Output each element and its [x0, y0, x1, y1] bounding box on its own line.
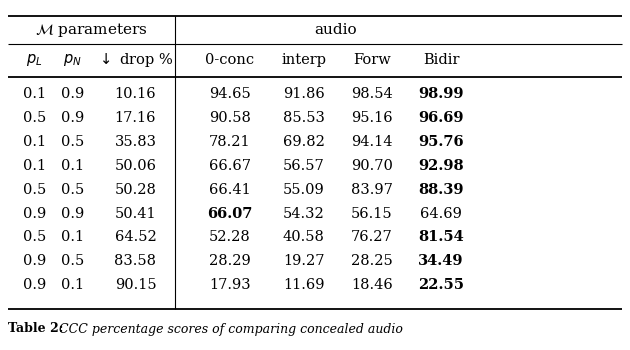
Text: 66.41: 66.41: [209, 183, 251, 197]
Text: $\mathcal{M}$ parameters: $\mathcal{M}$ parameters: [35, 21, 148, 39]
Text: 22.55: 22.55: [418, 278, 464, 292]
Text: Forw: Forw: [353, 53, 391, 67]
Text: 11.69: 11.69: [283, 278, 324, 292]
Text: $p_N$: $p_N$: [63, 52, 82, 68]
Text: 34.49: 34.49: [418, 254, 464, 268]
Text: 0.9: 0.9: [23, 254, 46, 268]
Text: 56.57: 56.57: [283, 159, 324, 173]
Text: 0-conc: 0-conc: [205, 53, 255, 67]
Text: 19.27: 19.27: [283, 254, 324, 268]
Text: 0.9: 0.9: [23, 278, 46, 292]
Text: 0.5: 0.5: [23, 183, 46, 197]
Text: Bidir: Bidir: [423, 53, 459, 67]
Text: 66.07: 66.07: [207, 206, 253, 220]
Text: $p_L$: $p_L$: [26, 52, 43, 68]
Text: 55.09: 55.09: [283, 183, 324, 197]
Text: 0.1: 0.1: [23, 135, 46, 149]
Text: 28.29: 28.29: [209, 254, 251, 268]
Text: 0.9: 0.9: [61, 88, 84, 102]
Text: 18.46: 18.46: [351, 278, 392, 292]
Text: 0.1: 0.1: [23, 88, 46, 102]
Text: 0.5: 0.5: [23, 111, 46, 125]
Text: 96.69: 96.69: [418, 111, 464, 125]
Text: 83.97: 83.97: [351, 183, 392, 197]
Text: 35.83: 35.83: [115, 135, 156, 149]
Text: 64.52: 64.52: [115, 230, 156, 244]
Text: 0.1: 0.1: [61, 230, 84, 244]
Text: 0.5: 0.5: [61, 135, 84, 149]
Text: 94.65: 94.65: [209, 88, 251, 102]
Text: 94.14: 94.14: [351, 135, 392, 149]
Text: 17.93: 17.93: [209, 278, 251, 292]
Text: 0.5: 0.5: [23, 230, 46, 244]
Text: 95.76: 95.76: [418, 135, 464, 149]
Text: 85.53: 85.53: [283, 111, 324, 125]
Text: 0.5: 0.5: [61, 183, 84, 197]
Text: 0.1: 0.1: [61, 159, 84, 173]
Text: 0.5: 0.5: [61, 254, 84, 268]
Text: 0.9: 0.9: [23, 206, 46, 220]
Text: 83.58: 83.58: [115, 254, 156, 268]
Text: 10.16: 10.16: [115, 88, 156, 102]
Text: interp: interp: [281, 53, 326, 67]
Text: 98.99: 98.99: [418, 88, 464, 102]
Text: 76.27: 76.27: [351, 230, 392, 244]
Text: 90.70: 90.70: [351, 159, 392, 173]
Text: 0.9: 0.9: [61, 206, 84, 220]
Text: 0.1: 0.1: [61, 278, 84, 292]
Text: 92.98: 92.98: [418, 159, 464, 173]
Text: 88.39: 88.39: [418, 183, 464, 197]
Text: 40.58: 40.58: [283, 230, 324, 244]
Text: 17.16: 17.16: [115, 111, 156, 125]
Text: 0.1: 0.1: [23, 159, 46, 173]
Text: audio: audio: [314, 23, 357, 37]
Text: 50.41: 50.41: [115, 206, 156, 220]
Text: 91.86: 91.86: [283, 88, 324, 102]
Text: 50.28: 50.28: [115, 183, 156, 197]
Text: 56.15: 56.15: [351, 206, 392, 220]
Text: 0.9: 0.9: [61, 111, 84, 125]
Text: 50.06: 50.06: [115, 159, 156, 173]
Text: 28.25: 28.25: [351, 254, 392, 268]
Text: 78.21: 78.21: [209, 135, 251, 149]
Text: 69.82: 69.82: [283, 135, 324, 149]
Text: 66.67: 66.67: [209, 159, 251, 173]
Text: CCC percentage scores of comparing concealed audio: CCC percentage scores of comparing conce…: [55, 322, 403, 336]
Text: 90.15: 90.15: [115, 278, 156, 292]
Text: Table 2:: Table 2:: [8, 322, 63, 336]
Text: 90.58: 90.58: [209, 111, 251, 125]
Text: 98.54: 98.54: [351, 88, 392, 102]
Text: 52.28: 52.28: [209, 230, 251, 244]
Text: $\downarrow$ drop %: $\downarrow$ drop %: [97, 51, 174, 69]
Text: 54.32: 54.32: [283, 206, 324, 220]
Text: 81.54: 81.54: [418, 230, 464, 244]
Text: 64.69: 64.69: [420, 206, 462, 220]
Text: 95.16: 95.16: [351, 111, 392, 125]
